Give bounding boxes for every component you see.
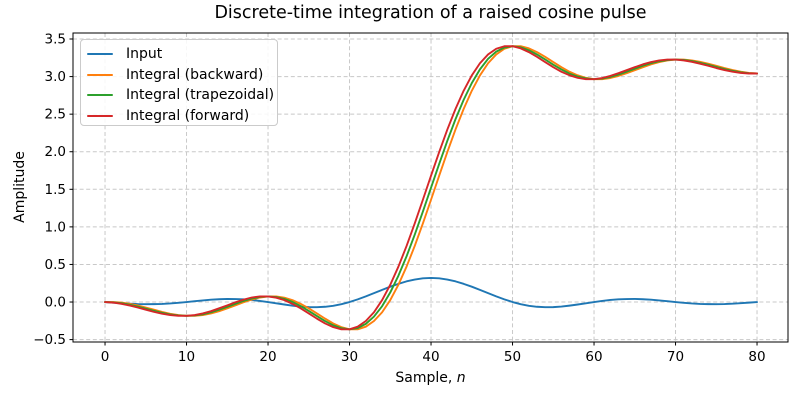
svg-text:3.5: 3.5 [45, 32, 66, 48]
x-axis-label-variable: n [456, 370, 466, 386]
legend-label: Integral (backward) [126, 66, 264, 83]
legend-line-swatch [87, 53, 113, 56]
legend-line-swatch [87, 114, 113, 117]
legend-label: Integral (forward) [126, 107, 250, 124]
svg-text:2.5: 2.5 [45, 107, 66, 123]
legend-item: Input [81, 44, 277, 65]
svg-text:30: 30 [341, 349, 358, 365]
svg-text:70: 70 [667, 349, 684, 365]
x-axis-label: Sample, n [73, 370, 788, 386]
legend-item: Integral (backward) [81, 65, 277, 86]
legend: Input Integral (backward) Integral (trap… [80, 39, 278, 126]
svg-text:20: 20 [259, 349, 276, 365]
x-axis-label-text: Sample, [395, 370, 457, 386]
grid [73, 33, 788, 342]
svg-text:0.0: 0.0 [45, 295, 66, 311]
svg-text:1.5: 1.5 [45, 182, 66, 198]
y-axis-ticks: −0.5 0.0 0.5 1.0 1.5 2.0 2.5 3.0 3.5 [33, 32, 73, 348]
legend-line-swatch [87, 94, 113, 97]
legend-label: Integral (trapezoidal) [126, 87, 275, 104]
legend-item: Integral (forward) [81, 106, 277, 127]
svg-text:−0.5: −0.5 [33, 332, 66, 348]
svg-text:50: 50 [504, 349, 521, 365]
svg-text:3.0: 3.0 [45, 69, 66, 85]
svg-text:1.0: 1.0 [45, 219, 66, 235]
svg-text:40: 40 [422, 349, 439, 365]
svg-text:0.5: 0.5 [45, 257, 66, 273]
svg-text:10: 10 [178, 349, 195, 365]
svg-text:2.0: 2.0 [45, 144, 66, 160]
legend-item: Integral (trapezoidal) [81, 85, 277, 106]
svg-text:0: 0 [101, 349, 110, 365]
legend-label: Input [126, 46, 163, 63]
svg-text:60: 60 [585, 349, 602, 365]
series-lines [104, 45, 758, 331]
legend-line-swatch [87, 73, 113, 76]
x-axis-ticks: 0 10 20 30 40 50 60 70 80 [101, 342, 766, 365]
y-axis-label: Amplitude [12, 151, 28, 223]
svg-text:80: 80 [748, 349, 765, 365]
plot-border [72, 32, 789, 343]
chart-title: Discrete-time integration of a raised co… [214, 3, 647, 23]
